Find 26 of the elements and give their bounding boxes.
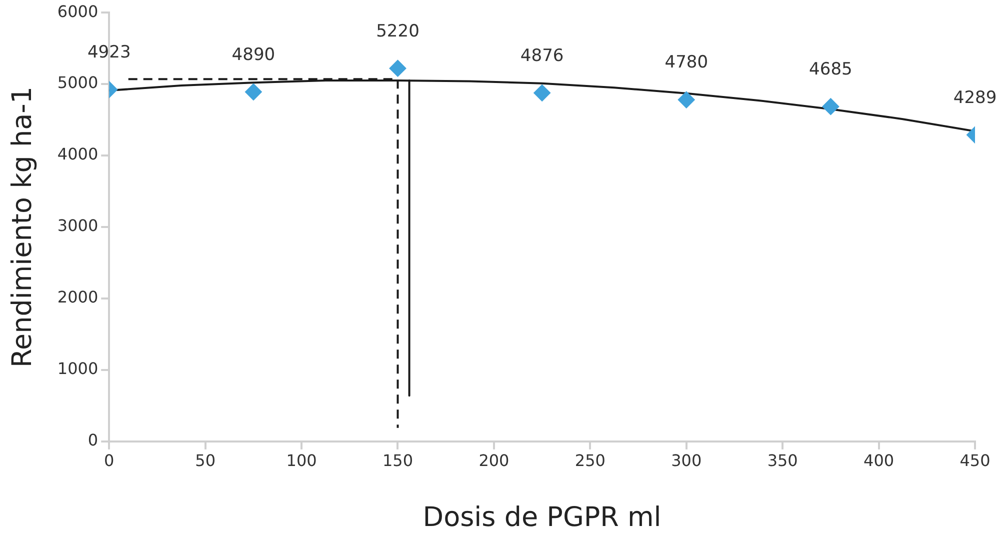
y-tick-label: 0 [88, 430, 98, 450]
x-axis-title: Dosis de PGPR ml [422, 502, 662, 533]
x-tick-label: 250 [574, 451, 606, 470]
y-tick-label: 6000 [57, 2, 98, 21]
data-label: 4923 [87, 42, 131, 62]
y-axis-title: Rendimiento kg ha-1 [7, 86, 38, 368]
y-tick-label: 2000 [57, 288, 98, 307]
x-tick-label: 0 [104, 451, 114, 470]
x-tick-label: 450 [960, 451, 990, 470]
x-tick-label: 50 [195, 451, 216, 470]
data-label: 4890 [232, 44, 276, 65]
data-label: 4780 [664, 52, 708, 73]
x-tick-label: 350 [767, 451, 798, 470]
data-label: 4289 [953, 88, 997, 108]
x-tick-label: 400 [864, 451, 894, 470]
data-label: 4685 [809, 60, 852, 80]
x-tick-label: 100 [286, 451, 317, 470]
data-label: 5220 [376, 21, 420, 42]
y-tick-label: 4000 [57, 144, 98, 164]
y-tick-label: 3000 [57, 216, 98, 236]
y-tick-label: 5000 [57, 73, 98, 92]
x-tick-label: 200 [478, 451, 510, 470]
x-tick-label: 150 [382, 451, 414, 470]
data-label: 4876 [520, 46, 564, 66]
x-tick-label: 300 [671, 451, 702, 470]
y-tick-label: 1000 [57, 359, 98, 378]
